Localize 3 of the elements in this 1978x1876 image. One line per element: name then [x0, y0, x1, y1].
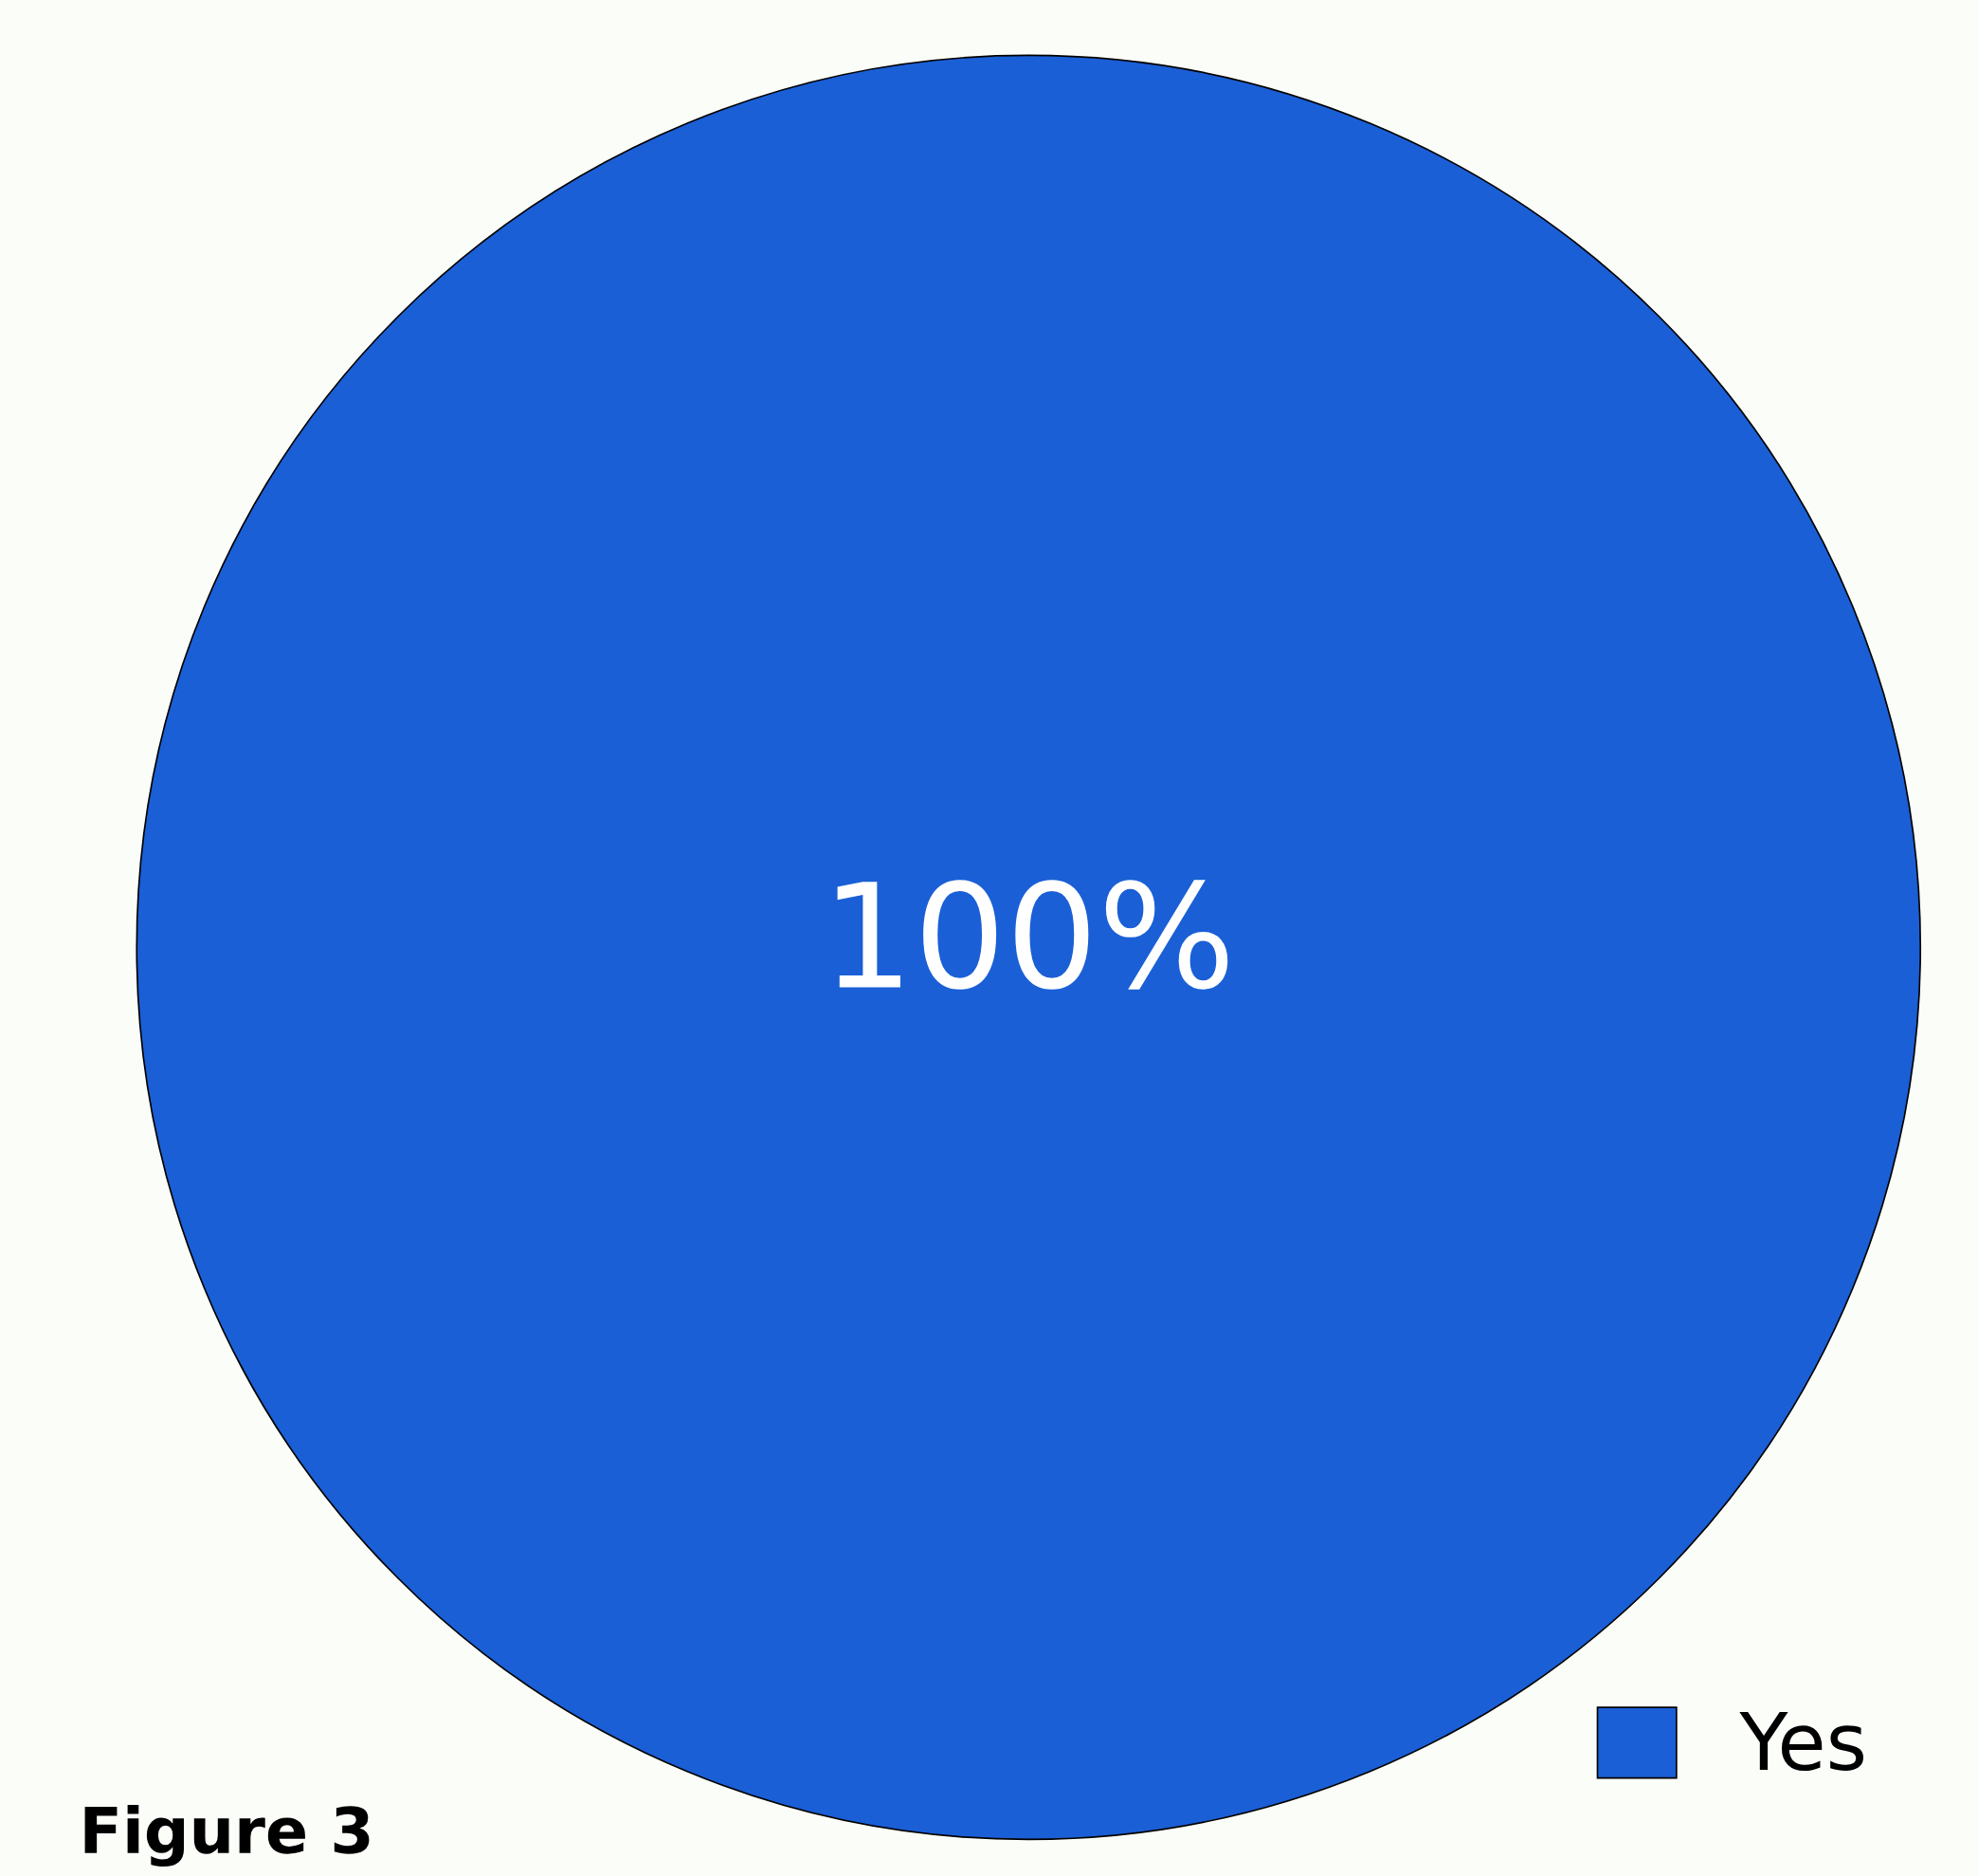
caption: Figure 3 — [84, 1805, 370, 1867]
legend-label: Yes — [1739, 1712, 1863, 1772]
data-label: 100% — [837, 880, 1228, 990]
